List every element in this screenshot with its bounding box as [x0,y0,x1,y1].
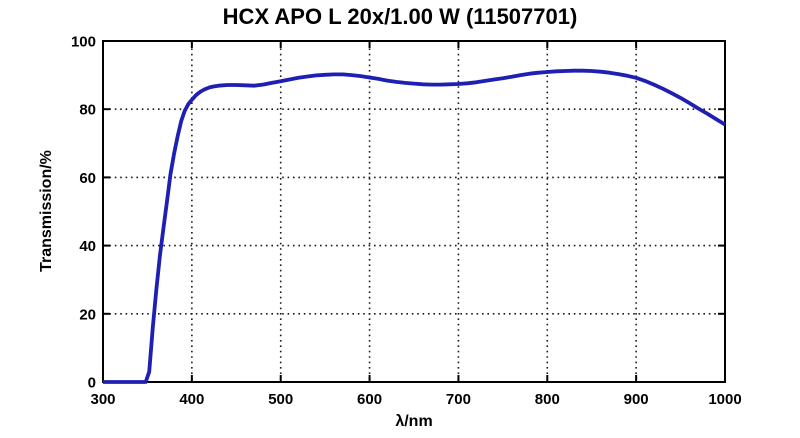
x-tick-label: 900 [624,391,649,408]
y-tick-label: 40 [79,238,96,255]
x-tick-label: 500 [268,391,293,408]
y-tick-label: 20 [79,306,96,323]
x-tick-label: 600 [357,391,382,408]
y-tick-label: 100 [71,34,96,51]
x-tick-label: 1000 [708,391,741,408]
x-tick-label: 700 [446,391,471,408]
transmission-curve [103,68,726,384]
y-tick-label: 60 [79,170,96,187]
x-tick-label: 400 [179,391,204,408]
y-tick-label: 80 [79,102,96,119]
chart-title: HCX APO L 20x/1.00 W (11507701) [222,4,578,29]
x-axis-label: λ/nm [395,413,433,430]
y-tick-label: 0 [88,375,96,392]
axes-box [102,40,726,383]
x-tick-label: 300 [90,391,115,408]
x-tick-label: 800 [535,391,560,408]
